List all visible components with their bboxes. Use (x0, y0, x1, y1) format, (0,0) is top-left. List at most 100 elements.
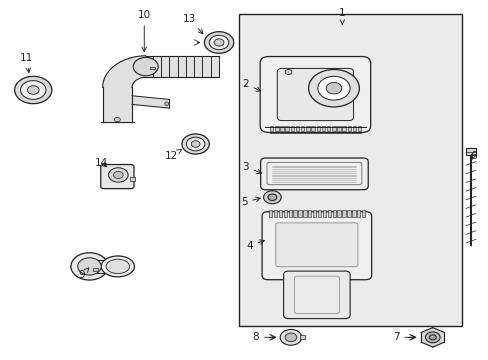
Bar (361, 210, 365, 217)
Bar (317, 210, 321, 217)
Bar (275, 126, 278, 131)
Circle shape (280, 329, 301, 345)
Circle shape (27, 86, 39, 94)
Bar (342, 126, 345, 131)
Bar (312, 210, 316, 217)
Bar (149, 67, 154, 69)
Bar (238, 14, 461, 326)
Bar (268, 210, 272, 217)
Text: 1: 1 (338, 8, 345, 24)
Bar (311, 126, 314, 131)
Bar (316, 126, 319, 131)
Circle shape (186, 137, 204, 151)
FancyBboxPatch shape (101, 165, 134, 189)
Bar (283, 210, 286, 217)
Bar (295, 126, 299, 131)
Polygon shape (421, 333, 432, 342)
Circle shape (71, 253, 108, 280)
Bar (347, 126, 350, 131)
Bar (322, 210, 325, 217)
Bar (278, 210, 282, 217)
Bar (332, 210, 335, 217)
Bar (285, 126, 288, 131)
Circle shape (15, 76, 52, 104)
Bar (337, 210, 340, 217)
Polygon shape (421, 337, 432, 347)
Text: 3: 3 (242, 162, 261, 174)
Text: 12: 12 (164, 149, 181, 161)
Bar (307, 210, 311, 217)
Bar (337, 126, 340, 131)
Polygon shape (432, 328, 443, 337)
Circle shape (425, 332, 439, 343)
Polygon shape (421, 328, 432, 337)
Circle shape (428, 335, 435, 340)
Polygon shape (102, 56, 145, 87)
Circle shape (20, 81, 46, 99)
Text: 6: 6 (469, 150, 476, 161)
Text: 4: 4 (245, 240, 264, 251)
Bar (269, 126, 273, 131)
Bar (280, 126, 283, 131)
Circle shape (114, 117, 120, 122)
Text: 14: 14 (95, 158, 108, 168)
FancyBboxPatch shape (262, 212, 371, 280)
Bar (327, 210, 330, 217)
Ellipse shape (164, 102, 168, 105)
Text: 13: 13 (183, 14, 203, 34)
Bar (321, 126, 325, 131)
Circle shape (285, 69, 291, 75)
Bar (305, 126, 309, 131)
Text: 11: 11 (20, 53, 34, 73)
Text: 7: 7 (392, 332, 415, 342)
Text: 10: 10 (138, 10, 150, 51)
Ellipse shape (106, 259, 129, 274)
Ellipse shape (101, 256, 134, 277)
Circle shape (267, 194, 276, 201)
Circle shape (133, 57, 158, 76)
Circle shape (285, 333, 296, 342)
Circle shape (317, 76, 349, 100)
FancyBboxPatch shape (277, 68, 353, 121)
Bar (346, 210, 350, 217)
Circle shape (204, 32, 233, 53)
Circle shape (308, 69, 359, 107)
Bar (298, 210, 301, 217)
Circle shape (113, 171, 123, 179)
Bar (293, 210, 296, 217)
Polygon shape (432, 333, 443, 342)
Text: 5: 5 (240, 197, 260, 207)
Text: 9: 9 (79, 268, 89, 280)
Bar (93, 268, 98, 271)
Bar (331, 126, 335, 131)
Bar (465, 148, 475, 155)
FancyBboxPatch shape (260, 158, 367, 190)
Circle shape (182, 134, 209, 154)
Circle shape (191, 141, 200, 147)
Bar (342, 210, 345, 217)
Circle shape (108, 168, 128, 182)
Circle shape (214, 39, 224, 46)
FancyBboxPatch shape (275, 223, 357, 267)
Circle shape (209, 35, 228, 50)
Circle shape (263, 191, 281, 204)
Polygon shape (432, 337, 443, 347)
Bar (326, 126, 330, 131)
Bar (288, 210, 291, 217)
Text: 2: 2 (242, 78, 260, 91)
Text: 8: 8 (252, 332, 275, 342)
Bar (273, 210, 277, 217)
FancyBboxPatch shape (260, 57, 370, 132)
Bar (352, 126, 356, 131)
Bar (290, 126, 293, 131)
Circle shape (325, 82, 341, 94)
Bar (357, 126, 361, 131)
Bar (351, 210, 355, 217)
Circle shape (78, 258, 101, 275)
Bar (356, 210, 360, 217)
Bar (130, 177, 135, 181)
Bar (301, 126, 304, 131)
Bar (303, 210, 306, 217)
FancyBboxPatch shape (283, 271, 349, 319)
Bar (299, 335, 304, 339)
